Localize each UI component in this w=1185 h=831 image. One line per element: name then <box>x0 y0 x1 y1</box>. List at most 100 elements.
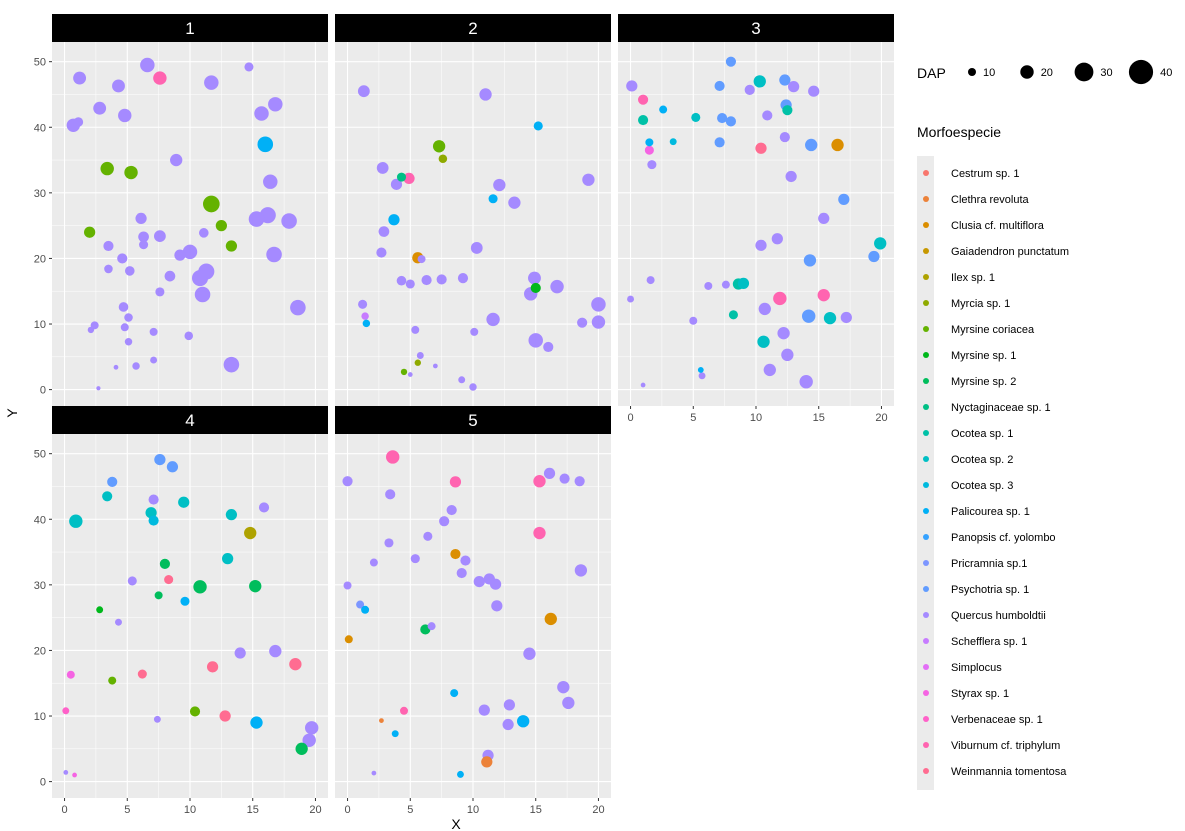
size-legend-label: 10 <box>983 67 995 79</box>
data-point <box>206 661 219 673</box>
data-point <box>456 770 464 778</box>
data-point <box>817 289 830 302</box>
data-point <box>289 658 302 671</box>
size-legend-key <box>1020 65 1034 79</box>
data-point <box>457 273 469 284</box>
color-legend-label: Schefflera sp. 1 <box>951 636 1027 648</box>
data-point <box>627 295 635 303</box>
data-point <box>159 558 170 569</box>
data-point <box>263 174 278 189</box>
facet-strip-label: 2 <box>468 19 477 38</box>
y-tick-label: 0 <box>40 385 46 397</box>
color-legend-key <box>923 378 929 384</box>
data-point <box>868 250 880 263</box>
data-point <box>178 496 190 508</box>
data-point <box>204 75 219 90</box>
data-point <box>84 226 96 238</box>
y-tick-label: 40 <box>34 122 46 134</box>
data-point <box>582 173 595 186</box>
data-point <box>543 467 556 479</box>
data-point <box>411 325 420 334</box>
data-point <box>414 359 421 366</box>
data-point <box>118 302 129 312</box>
color-legend-key <box>923 456 929 462</box>
data-point <box>376 162 389 174</box>
color-legend-label: Clusia cf. multiflora <box>951 220 1045 232</box>
data-point <box>225 240 238 252</box>
facet-strip <box>52 406 328 434</box>
data-point <box>737 277 750 289</box>
data-point <box>698 372 706 380</box>
data-point <box>73 117 84 127</box>
data-point <box>132 362 140 370</box>
data-point <box>753 75 766 88</box>
data-point <box>62 707 70 715</box>
data-point <box>439 516 450 527</box>
color-legend-label: Weinmannia tomentosa <box>951 766 1067 778</box>
color-legend-key <box>923 404 929 410</box>
x-axis-title: X <box>451 816 461 831</box>
color-legend-label: Styrax sp. 1 <box>951 688 1009 700</box>
data-point <box>124 165 138 180</box>
data-point <box>423 531 433 541</box>
data-point <box>544 612 557 626</box>
data-point <box>773 291 787 306</box>
data-point <box>638 114 649 126</box>
data-point <box>470 242 483 254</box>
data-point <box>646 276 655 285</box>
data-point <box>781 348 794 362</box>
y-axis-title: Y <box>4 408 20 418</box>
color-legend-key <box>923 352 929 358</box>
color-legend-label: Ocotea sp. 1 <box>951 428 1013 440</box>
color-legend-label: Viburnum cf. triphylum <box>951 740 1060 752</box>
data-point <box>725 56 736 67</box>
data-point <box>438 154 448 164</box>
data-point <box>721 280 730 289</box>
data-point <box>838 193 850 206</box>
data-point <box>407 372 413 377</box>
size-legend-label: 20 <box>1041 67 1053 79</box>
color-legend-key <box>923 716 929 722</box>
data-point <box>528 333 543 348</box>
data-point <box>803 254 817 267</box>
data-point <box>805 138 818 152</box>
data-point <box>391 730 399 738</box>
data-point <box>290 299 306 316</box>
data-point <box>148 494 159 505</box>
color-legend-key <box>923 222 929 228</box>
data-point <box>400 368 408 376</box>
data-point <box>124 337 133 346</box>
color-legend-label: Quercus humboldtii <box>951 610 1046 622</box>
data-point <box>93 101 107 115</box>
data-point <box>777 327 790 340</box>
data-point <box>96 606 104 614</box>
x-tick-label: 15 <box>813 412 825 424</box>
x-tick-label: 10 <box>184 804 196 816</box>
data-point <box>302 733 316 747</box>
data-point <box>154 591 163 600</box>
data-point <box>361 312 369 320</box>
data-point <box>193 580 207 594</box>
data-point <box>378 226 390 237</box>
data-point <box>432 140 446 153</box>
x-tick-label: 10 <box>467 804 479 816</box>
data-point <box>154 453 166 466</box>
data-point <box>691 112 701 122</box>
data-point <box>647 160 657 170</box>
data-point <box>818 212 830 225</box>
data-point <box>103 240 114 252</box>
size-legend-label: 30 <box>1100 67 1112 79</box>
color-legend-key <box>923 508 929 514</box>
color-legend-key <box>923 612 929 618</box>
data-point <box>659 105 668 114</box>
data-point <box>388 214 400 226</box>
x-tick-label: 10 <box>750 412 762 424</box>
data-point <box>562 696 575 710</box>
data-point <box>410 554 420 564</box>
data-point <box>470 327 479 336</box>
data-point <box>533 526 546 540</box>
data-point <box>574 476 585 487</box>
color-legend-key <box>923 482 929 488</box>
data-point <box>446 504 457 516</box>
x-tick-label: 15 <box>530 804 542 816</box>
